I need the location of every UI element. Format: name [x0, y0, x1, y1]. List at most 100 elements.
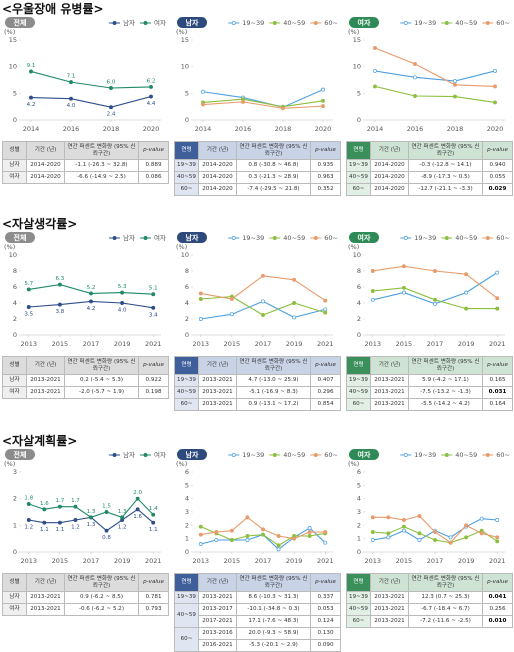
table-cell: 2014-2020 [198, 171, 237, 184]
x-tick-label: 2020 [315, 125, 332, 133]
legend-label: 19~39 [242, 234, 264, 242]
point [151, 292, 156, 297]
stats-table: 연령 기간 (년) 연간 퍼센트 변화량 (95% 신뢰구간) p-value 19~3… [174, 573, 341, 652]
point [198, 291, 203, 296]
group-cell: 19~39 [346, 591, 371, 604]
legend-marker [313, 453, 318, 457]
badge-label: 여자 [358, 233, 371, 242]
legend-marker [403, 453, 408, 457]
point [323, 298, 328, 303]
legend-label: 19~39 [414, 234, 436, 242]
legend-label: 남자 [123, 18, 135, 27]
point [373, 68, 377, 73]
badge [349, 449, 379, 460]
point [149, 94, 153, 99]
table-cell: 2013-2021 [26, 591, 65, 604]
header-cell: p-value [482, 141, 513, 160]
y-tick-label: 2 [185, 521, 189, 529]
chart: 여자(%) 0 1 2 3 4 5 6 2013 2015 2017 2019 2021 60~ 40~59… [348, 449, 510, 565]
point [214, 538, 219, 542]
group-cell: 40~59 [346, 171, 371, 184]
y-tick-label: 1 [357, 535, 361, 543]
chart: 전체(%) 0 1 2 3 2013 2015 2017 2019 2021 여자 남자 1.2 1.1 1… [4, 449, 166, 565]
table-cell: 2013-2021 [370, 603, 409, 616]
table-cell: 0.164 [482, 398, 513, 411]
value-label: 9.1 [27, 63, 36, 69]
header-cell: 연령 [174, 573, 199, 592]
point [214, 530, 219, 534]
point [493, 84, 497, 89]
table-cell: 0.124 [310, 615, 341, 628]
legend-label: 40~59 [283, 451, 305, 459]
x-tick-label: 2016 [407, 125, 424, 133]
y-tick-label: 0 [185, 116, 189, 124]
point [307, 526, 312, 530]
point [198, 297, 203, 301]
legend-label: 40~59 [283, 234, 305, 242]
value-label: 5.3 [118, 284, 127, 290]
legend-marker [231, 453, 236, 457]
legend-marker [313, 236, 318, 240]
value-label: 1.2 [71, 525, 80, 531]
legend-label: 19~39 [242, 19, 264, 27]
y-tick-label: 5 [185, 481, 189, 489]
y-tick-label: 0 [357, 116, 361, 124]
x-tick-label: 2013 [365, 340, 382, 348]
value-label: 1.5 [102, 504, 111, 510]
legend-marker [112, 453, 117, 457]
point [42, 520, 47, 525]
table-cell: 0.055 [482, 171, 513, 184]
y-tick-label: 2 [357, 521, 361, 529]
point [151, 520, 156, 525]
value-label: 4.4 [147, 101, 156, 107]
badge [177, 17, 207, 28]
legend-marker [485, 236, 490, 240]
y-tick-label: 15 [353, 36, 361, 44]
point [370, 289, 375, 293]
x-tick-label: 2015 [52, 340, 69, 348]
table-row: 2016-2021 -5.3 (-20.1 ~ 2.9) 0.090 [175, 639, 341, 652]
point [276, 547, 281, 552]
header-cell: 연간 퍼센트 변화량 (95% 신뢰구간) [236, 356, 311, 375]
series-line [200, 275, 326, 302]
point [120, 301, 125, 305]
x-tick-label: 2018 [275, 125, 292, 133]
y-tick-label: 10 [9, 251, 17, 259]
y-tick-label: 5 [357, 481, 361, 489]
legend-label: 60~ [324, 451, 338, 459]
value-label: 1.3 [87, 522, 96, 528]
legend-marker [272, 453, 277, 457]
point [276, 543, 281, 548]
header-cell: p-value [482, 356, 513, 375]
table-cell: 2014-2020 [198, 159, 237, 172]
table-cell: 2013-2021 [26, 374, 65, 387]
badge-label: 전체 [14, 18, 27, 27]
header-cell: 기간 (년) [370, 356, 409, 375]
x-tick-label: 2018 [103, 125, 120, 133]
table-cell: 0.963 [310, 171, 341, 184]
header-row: 연령 기간 (년) 연간 퍼센트 변화량 (95% 신뢰구간) p-value [174, 573, 341, 592]
value-label: 2.0 [133, 490, 142, 496]
group-cell: 40~59 [174, 603, 199, 628]
x-tick-label: 2015 [224, 557, 241, 565]
y-tick-label: 2 [185, 315, 189, 323]
y-tick-label: 5 [13, 89, 17, 97]
point [261, 299, 265, 304]
point [109, 86, 113, 90]
x-tick-label: 2020 [487, 125, 504, 133]
legend-marker [272, 21, 277, 25]
legend-marker [444, 236, 449, 240]
x-tick-label: 2021 [317, 557, 334, 565]
point [453, 79, 457, 84]
header-cell: p-value [138, 573, 169, 592]
legend-marker [231, 21, 236, 25]
table-cell: 0.935 [310, 159, 341, 172]
table-row: 40~59 2013-2021 -6.7 (-18.4 ~ 6.7) 0.256 [346, 603, 513, 616]
group-cell: 여자 [2, 386, 27, 399]
y-tick-label: 0 [13, 331, 17, 339]
table-row: 40~59 2013-2021 -7.5 (-13.2 ~ -1.3) 0.031 [346, 386, 513, 399]
point [401, 528, 406, 533]
table-cell: 0.337 [310, 591, 341, 604]
point [245, 534, 250, 538]
